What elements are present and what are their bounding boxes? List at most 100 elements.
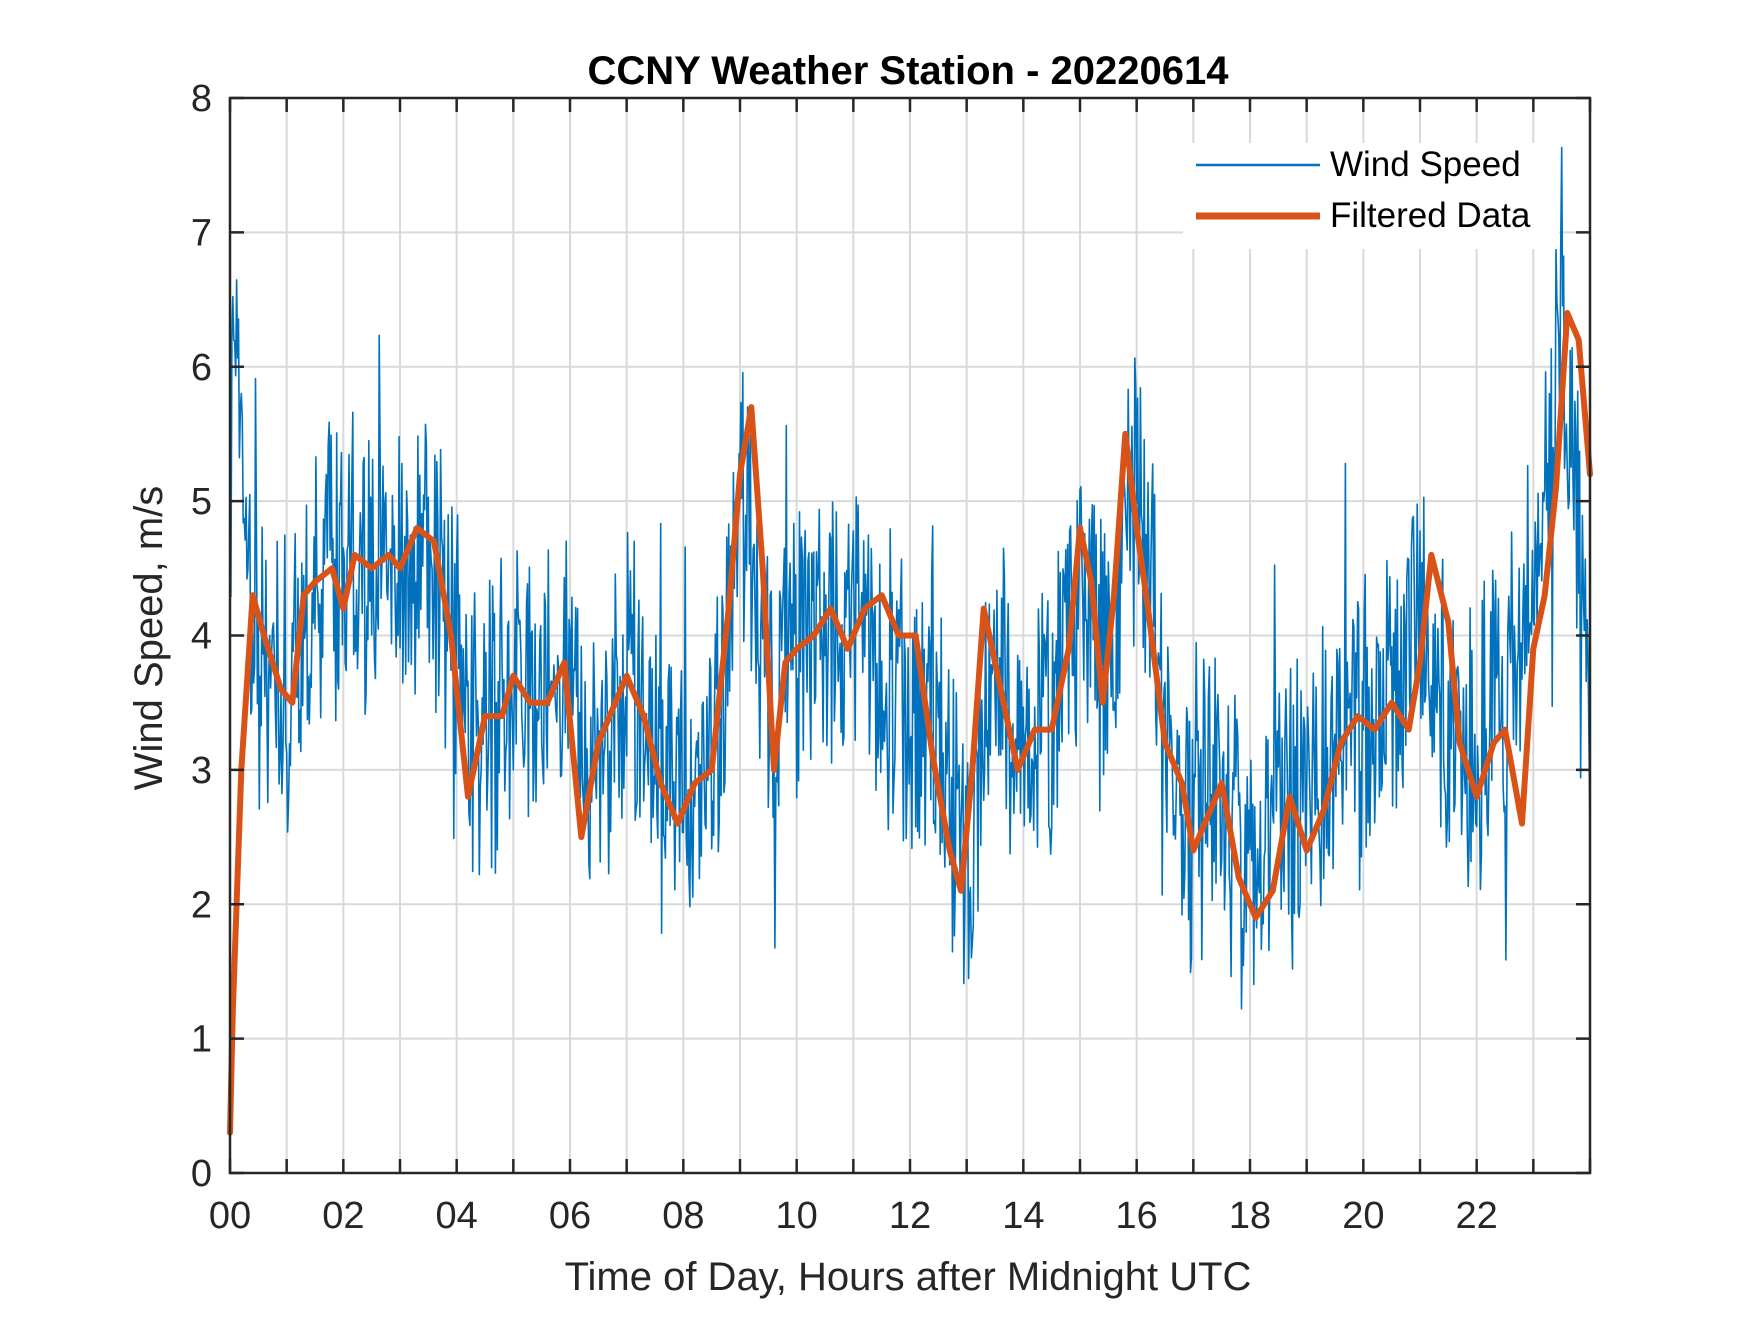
y-tick-label: 2 xyxy=(191,884,212,926)
filtered-data-point xyxy=(278,686,284,692)
legend-label-filtered-data: Filtered Data xyxy=(1330,196,1531,235)
filtered-data-point xyxy=(510,673,516,679)
x-tick-label: 14 xyxy=(1002,1195,1044,1237)
filtered-data-point xyxy=(913,633,919,638)
filtered-data-point xyxy=(544,700,550,706)
filtered-data-point xyxy=(1406,727,1412,733)
y-tick-label: 4 xyxy=(191,616,212,658)
filtered-data-point xyxy=(448,633,454,638)
filtered-data-point xyxy=(771,767,777,773)
filtered-data-point xyxy=(1338,740,1344,746)
filtered-data-point xyxy=(369,565,375,571)
filtered-data-point xyxy=(737,471,743,477)
filtered-data-point xyxy=(930,753,936,759)
legend-label-wind-speed: Wind Speed xyxy=(1330,145,1521,184)
filtered-data-point xyxy=(578,834,584,840)
filtered-data-point xyxy=(1202,821,1208,827)
filtered-data-point xyxy=(527,700,533,706)
filtered-data-point xyxy=(1162,740,1168,746)
filtered-data-point xyxy=(1417,659,1423,665)
x-tick-label: 20 xyxy=(1342,1195,1384,1237)
filtered-data-point xyxy=(641,713,647,719)
filtered-data-point xyxy=(845,646,851,652)
filtered-data-point xyxy=(1190,848,1196,853)
series-line-wind-speed xyxy=(229,146,1591,1010)
filtered-data-point xyxy=(998,686,1004,692)
filtered-data-point xyxy=(794,646,800,652)
filtered-data-point xyxy=(250,592,256,598)
filtered-data-point xyxy=(465,794,471,800)
filtered-data-point xyxy=(1530,646,1536,652)
y-axis-label: Wind Speed, m/s xyxy=(127,486,171,791)
filtered-data-point xyxy=(811,633,817,638)
filtered-data-point xyxy=(828,606,834,612)
x-tick-label: 16 xyxy=(1116,1195,1158,1237)
y-tick-label: 5 xyxy=(191,481,212,523)
filtered-data-point xyxy=(1576,337,1582,343)
filtered-data-point xyxy=(1253,915,1259,921)
filtered-data-point xyxy=(1236,874,1242,880)
filtered-data-point xyxy=(1553,485,1559,491)
plot-series xyxy=(227,146,1593,1136)
filtered-data-point xyxy=(301,592,307,598)
filtered-data-point xyxy=(1077,525,1083,531)
x-tick-label: 02 xyxy=(322,1195,364,1237)
filtered-data-point xyxy=(958,888,964,894)
filtered-data-point xyxy=(658,780,664,786)
x-tick-label: 12 xyxy=(889,1195,931,1237)
filtered-data-point xyxy=(431,538,437,544)
filtered-data-point xyxy=(760,565,766,571)
filtered-data-point xyxy=(1372,727,1378,733)
filtered-data-point xyxy=(612,700,618,706)
filtered-data-point xyxy=(352,552,358,558)
filtered-data-point xyxy=(1491,740,1497,746)
filtered-data-point xyxy=(947,848,953,853)
filtered-data-point xyxy=(561,659,567,665)
filtered-data-point xyxy=(1088,579,1094,585)
y-tick-label: 6 xyxy=(191,347,212,389)
filtered-data-point xyxy=(1542,592,1548,598)
x-tick-label: 06 xyxy=(549,1195,591,1237)
y-tick-label: 8 xyxy=(191,78,212,120)
filtered-data-point xyxy=(1502,727,1508,733)
filtered-data-point xyxy=(879,592,885,598)
filtered-data-point xyxy=(1321,807,1327,813)
filtered-data-point xyxy=(1287,794,1293,800)
y-tick-label: 3 xyxy=(191,750,212,792)
x-tick-label: 10 xyxy=(776,1195,818,1237)
x-tick-label: 22 xyxy=(1456,1195,1498,1237)
filtered-data-point xyxy=(1179,780,1185,786)
filtered-data-point xyxy=(782,659,788,665)
filtered-data-point xyxy=(312,579,318,585)
filtered-data-point xyxy=(1457,740,1463,746)
filtered-data-point xyxy=(1100,700,1106,706)
filtered-data-point xyxy=(1564,310,1570,316)
filtered-data-point xyxy=(862,606,868,612)
filtered-data-point xyxy=(261,633,267,638)
filtered-data-point xyxy=(397,565,403,571)
filtered-data-point xyxy=(1219,780,1225,786)
filtered-data-point xyxy=(482,713,488,719)
filtered-data-point xyxy=(1111,592,1117,598)
filtered-data-point xyxy=(1519,821,1525,827)
filtered-data-point xyxy=(726,606,732,612)
filtered-data-point xyxy=(1474,794,1480,800)
filtered-data-point xyxy=(595,740,601,746)
filtered-data-point xyxy=(414,525,420,531)
x-tick-label: 04 xyxy=(436,1195,478,1237)
filtered-data-point xyxy=(1389,700,1395,706)
filtered-data-point xyxy=(230,1009,236,1015)
filtered-data-point xyxy=(340,606,346,612)
filtered-data-point xyxy=(1066,646,1072,652)
filtered-data-point xyxy=(748,404,754,410)
filtered-data-point xyxy=(329,565,335,571)
filtered-data-point xyxy=(1032,727,1038,733)
filtered-data-point xyxy=(709,767,715,773)
filtered-data-point xyxy=(1445,619,1451,625)
filtered-data-point xyxy=(386,552,392,558)
x-tick-label: 08 xyxy=(662,1195,704,1237)
filtered-data-point xyxy=(289,700,295,706)
